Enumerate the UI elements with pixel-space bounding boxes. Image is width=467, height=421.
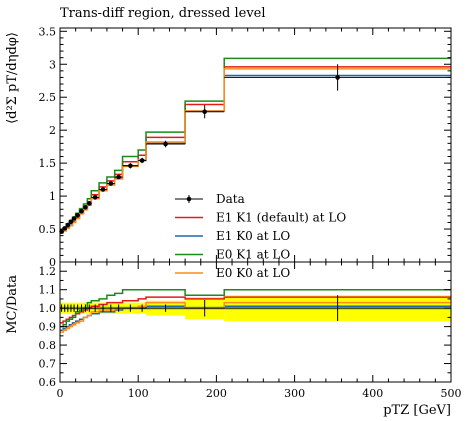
data-point-16 xyxy=(202,109,207,115)
main-y-tick-label-1: 0.5 xyxy=(39,223,57,236)
panel-frames xyxy=(59,27,452,383)
main-y-tick-label-4: 2 xyxy=(49,124,56,137)
main-panel-data-points xyxy=(59,64,451,234)
legend-label-series-1: E1 K0 at LO xyxy=(216,229,290,243)
ratio-y-tick-label-5: 1.1 xyxy=(39,284,57,297)
data-point-13 xyxy=(128,163,133,169)
main-y-tick-label-6: 3 xyxy=(49,58,56,71)
ratio-y-tick-label-6: 1.2 xyxy=(39,265,57,278)
ratio-panel-data-points xyxy=(60,295,451,322)
main-panel-frame xyxy=(59,27,452,263)
main-series-line-3 xyxy=(60,68,451,234)
ratio-y-tick-label-0: 0.6 xyxy=(39,376,57,389)
main-y-tick-label-0: 0 xyxy=(49,256,56,269)
legend-label-series-2: E0 K1 at LO xyxy=(216,248,290,262)
main-series-line-1 xyxy=(60,74,451,234)
ratio-y-tick-label-1: 0.7 xyxy=(39,358,57,371)
ratio-y-tick-label-3: 0.9 xyxy=(39,321,57,334)
data-point-10 xyxy=(100,187,106,192)
axis-ticks: 00.511.522.533.50.60.70.80.91.01.11.20 10… xyxy=(39,25,462,400)
data-point-17 xyxy=(335,75,340,80)
ratio-y-axis-title: MC/Data xyxy=(5,275,20,334)
data-point-7 xyxy=(83,204,88,210)
data-point-6 xyxy=(79,208,84,214)
x-tick-label-0: 0 xyxy=(57,387,64,400)
main-y-tick-label-5: 2.5 xyxy=(39,91,57,104)
data-point-4 xyxy=(71,216,77,221)
data-point-3 xyxy=(68,219,74,225)
ratio-series-line-2 xyxy=(60,288,451,328)
main-y-axis-title: ⟨d²Σ pT/dηdφ⟩ xyxy=(5,32,20,124)
legend-marker-data-dot xyxy=(186,196,192,202)
data-point-5 xyxy=(75,212,80,218)
data-point-12 xyxy=(116,174,121,180)
x-tick-label-1: 100 xyxy=(128,387,149,400)
main-y-tick-label-3: 1.5 xyxy=(39,157,57,170)
data-point-14 xyxy=(139,158,145,163)
main-panel-series xyxy=(60,57,451,234)
x-axis-title: pTZ [GeV] xyxy=(383,403,451,418)
legend-label-data: Data xyxy=(216,192,245,206)
data-point-11 xyxy=(108,181,114,186)
main-y-tick-label-7: 3.5 xyxy=(39,25,57,38)
main-series-line-2 xyxy=(60,57,451,232)
main-series-line-0 xyxy=(60,66,451,233)
x-tick-label-4: 400 xyxy=(362,387,383,400)
ratio-series-line-3 xyxy=(60,301,451,333)
data-point-9 xyxy=(92,195,98,200)
x-tick-label-2: 200 xyxy=(206,387,227,400)
chart-title: Trans-diff region, dressed level xyxy=(60,6,266,21)
data-point-8 xyxy=(87,201,92,206)
ratio-panel-frame xyxy=(59,261,452,383)
data-point-15 xyxy=(163,141,168,147)
x-tick-label-3: 300 xyxy=(284,387,305,400)
ratio-y-tick-label-2: 0.8 xyxy=(39,339,57,352)
data-point-2 xyxy=(65,222,71,228)
ratio-y-tick-label-4: 1.0 xyxy=(39,302,57,315)
legend-label-series-0: E1 K1 (default) at LO xyxy=(216,211,346,225)
main-y-tick-label-2: 1 xyxy=(49,190,56,203)
legend: Data E1 K1 (default) at LO E1 K0 at LO E0 K… xyxy=(175,192,346,280)
x-tick-label-5: 500 xyxy=(441,387,462,400)
legend-label-series-3: E0 K0 at LO xyxy=(216,266,290,280)
